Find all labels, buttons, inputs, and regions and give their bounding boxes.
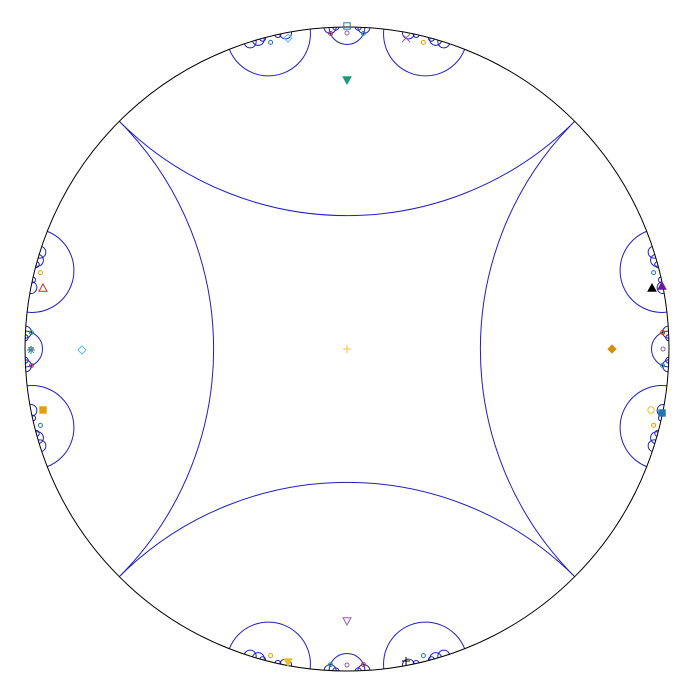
bottom-left-triangle-marker [283,658,293,668]
boundary-tip-marker-8 [328,662,333,668]
left-diamond-marker [77,345,87,355]
geodesic-arc-6 [651,330,669,368]
boundary-tip-marker-18 [361,30,366,36]
top-right-x-marker [401,33,411,43]
boundary-tip-marker-2 [660,346,666,352]
right-lower-circle-marker [647,406,655,414]
boundary-tip-marker-0 [651,270,657,276]
geodesic-arc-2 [25,27,215,671]
left-upper-triangle-marker [38,282,48,292]
boundary-tip-marker-13 [28,330,34,335]
right-upper-triangle-marker [647,282,657,292]
geodesic-arc-1 [25,481,669,671]
geodesic-arc-0 [479,27,669,671]
boundary-tip-marker-6 [361,662,366,668]
left-asterisk-marker [27,346,35,354]
disk-boundary [24,26,670,672]
top-edge-square-marker [343,22,351,30]
boundary-tip-marker-4 [651,422,657,428]
boundary-tip-marker-16 [328,30,333,36]
boundary-tip-marker-15 [268,39,274,45]
bottom-triangle-marker [342,617,352,627]
boundary-tip-marker-5 [420,653,426,659]
boundary-tip-marker-19 [420,39,426,45]
boundary-tip-marker-14 [37,270,43,276]
sample-markers [27,22,667,668]
top-triangle-marker [342,76,352,86]
right-diamond-marker [607,344,617,354]
bottom-right-plus-marker [402,657,410,665]
right-edge-square-marker [658,409,666,417]
boundary-tip-marker-11 [28,363,34,368]
geodesic-arc-23 [328,653,366,671]
boundary-tip-marker-7 [344,662,350,668]
boundary-tip-marker-3 [660,363,666,368]
right-edge-triangle-marker [657,280,667,290]
geodesic-arc-57 [328,27,366,45]
boundary-tip-marker-17 [344,30,350,36]
boundary-tip-marker-10 [37,422,43,428]
geodesic-arc-3 [25,27,669,217]
boundary-tip-marker-1 [660,330,666,335]
geodesic-arc-40 [25,330,43,368]
top-left-diamond-marker [283,33,293,43]
boundary-tip-marker-12 [28,346,34,352]
left-lower-square-marker [39,406,47,414]
center-plus-marker [343,345,351,353]
boundary-tip-marker-9 [268,653,274,659]
